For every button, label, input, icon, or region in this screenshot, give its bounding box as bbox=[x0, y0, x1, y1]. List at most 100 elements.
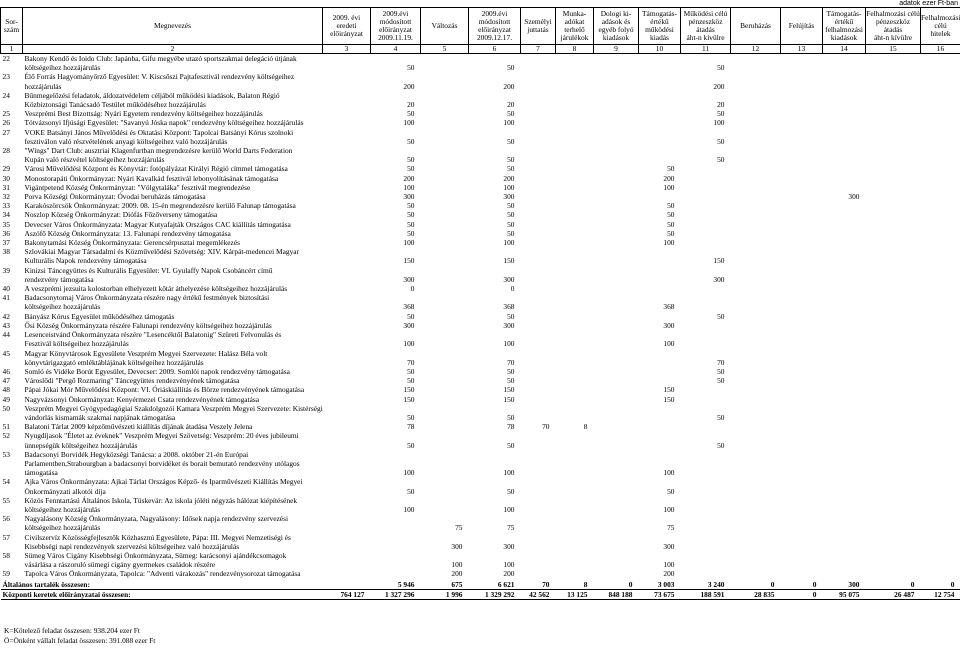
column-number-row: 1 2 3 4 5 6 7 8 9 10 11 12 13 14 15 16 bbox=[0, 44, 960, 54]
header-line: Felhalmozási bbox=[921, 12, 960, 22]
table-row: 40 A veszprémi jezsuita kolostorban elhel… bbox=[1, 284, 960, 293]
amount-cell bbox=[323, 569, 371, 578]
amount-cell: 50 bbox=[407, 63, 415, 73]
amount-cell bbox=[866, 385, 921, 394]
amount-cell: 100 bbox=[403, 339, 415, 349]
name-line: "Wings" Dart Club: ausztriai Klagenfurtb… bbox=[24, 146, 293, 156]
name-line: Porva Községi Önkormányzat: Óvodai beruh… bbox=[24, 192, 206, 202]
amount-cell bbox=[521, 210, 556, 219]
total-cell: 13 125 bbox=[555, 588, 594, 600]
amount-cell bbox=[781, 54, 823, 73]
amount-cell: 50 bbox=[717, 63, 725, 73]
amount-cell bbox=[823, 450, 866, 478]
amount-cell bbox=[639, 109, 681, 118]
name-line: Aszófő Község Önkormányzata: 13. Falunap… bbox=[24, 228, 231, 238]
amount-cell: 200 bbox=[451, 569, 463, 579]
amount-cell: 50 bbox=[407, 440, 415, 450]
column-header: Munka-adókat terhelő járulékok bbox=[555, 7, 594, 45]
row-name: Civilszervíz Közösségfejlesztők Közhaszn… bbox=[23, 533, 323, 551]
amount-cell: 50 bbox=[407, 210, 415, 220]
amount-cell bbox=[323, 210, 371, 219]
row-number: 30 bbox=[2, 173, 10, 183]
amount-cell bbox=[731, 514, 781, 532]
column-number: 4 bbox=[370, 44, 421, 54]
amount-cell bbox=[323, 174, 371, 183]
amount-cell bbox=[594, 533, 639, 551]
amount-cell bbox=[556, 312, 594, 321]
amount-cell: 100 bbox=[403, 118, 415, 128]
amount-cell: 300 bbox=[403, 274, 415, 284]
amount-cell bbox=[521, 229, 556, 238]
amount-cell bbox=[594, 192, 639, 201]
amount-cell bbox=[781, 450, 823, 478]
amount-cell bbox=[681, 183, 731, 192]
amount-cell bbox=[866, 349, 921, 367]
header-row: Sor-szám Megnevezés 2009. évi eredeti előirá… bbox=[0, 7, 960, 45]
row-number: 56 bbox=[2, 514, 10, 524]
amount-cell bbox=[866, 496, 921, 514]
amount-cell bbox=[781, 496, 823, 514]
amount-cell: 50 bbox=[507, 219, 515, 229]
column-header: Sor-szám bbox=[0, 7, 23, 45]
row-number: 45 bbox=[2, 348, 10, 358]
amount-cell: 70 bbox=[542, 422, 550, 432]
column-header: Dologi ki-adások és egyéb folyó kiadások bbox=[593, 7, 639, 45]
amount-cell bbox=[681, 192, 731, 201]
header-line: egyéb folyó bbox=[598, 25, 634, 34]
amount-cell: 50 bbox=[407, 412, 415, 422]
amount-cell bbox=[323, 422, 371, 431]
row-name: "Wings" Dart Club: ausztriai Klagenfurtb… bbox=[23, 146, 323, 164]
amount-cell bbox=[781, 330, 823, 348]
column-header: 2009. évi eredeti előirányzat bbox=[322, 7, 371, 45]
amount-cell: 50 bbox=[717, 311, 725, 321]
amount-cell bbox=[781, 238, 823, 247]
amount-cell: 50 bbox=[507, 63, 515, 73]
amount-cell bbox=[521, 118, 556, 127]
row-name: Somló és Vidéke Borút Egyesület, Devecse… bbox=[23, 367, 323, 376]
amount-cell bbox=[921, 496, 960, 514]
row-number: 44 bbox=[2, 330, 10, 340]
amount-cell bbox=[781, 284, 823, 293]
header-line: terhelő bbox=[564, 25, 585, 34]
amount-cell: 200 bbox=[713, 81, 725, 91]
name-line: Ősi Község Önkormányzata részére Falunap… bbox=[24, 320, 272, 330]
row-number: 52 bbox=[2, 431, 10, 441]
row-number: 26 bbox=[2, 118, 10, 128]
row-number: 54 bbox=[2, 477, 10, 487]
amount-cell bbox=[823, 312, 866, 321]
amount-cell bbox=[521, 146, 556, 164]
amount-cell bbox=[323, 192, 371, 201]
amount-cell bbox=[681, 330, 731, 348]
amount-cell bbox=[556, 54, 594, 73]
amount-cell: 50 bbox=[667, 210, 675, 220]
row-number: 53 bbox=[2, 449, 10, 459]
name-line: Lesencеistvánd Önkormányzata részére "Le… bbox=[24, 330, 282, 340]
column-header: Felhalmozási célú pénzeszköz átadás áht-n k… bbox=[865, 7, 921, 45]
header-line: eredeti bbox=[336, 20, 357, 30]
amount-cell bbox=[323, 477, 371, 495]
amount-cell bbox=[323, 450, 371, 478]
amount-cell bbox=[781, 404, 823, 422]
amount-cell bbox=[323, 247, 371, 265]
amount-cell bbox=[731, 422, 781, 431]
name-line: Nagyalásony Község Önkormányzata, Nagyal… bbox=[24, 514, 289, 524]
amount-cell bbox=[556, 367, 594, 376]
name-line: Városlődi "Pergő Rozmaring" Táncegyüttes… bbox=[24, 376, 240, 386]
amount-cell bbox=[556, 349, 594, 367]
column-header: 2009.évi módosított előirányzat 2009.11.19. bbox=[370, 7, 421, 45]
header-line: módosított bbox=[379, 16, 412, 26]
amount-cell bbox=[921, 312, 960, 321]
amount-cell bbox=[781, 229, 823, 238]
table-row: 43 Ősi Község Önkormányzata részére Falun… bbox=[1, 321, 960, 330]
header-line: Támogatás- bbox=[826, 8, 862, 18]
amount-cell bbox=[781, 247, 823, 265]
table-row: 36 Aszófő Község Önkormányzata: 13. Falun… bbox=[1, 229, 960, 238]
amount-cell: 50 bbox=[507, 109, 515, 119]
amount-cell: 368 bbox=[663, 302, 675, 312]
amount-cell: 20 bbox=[717, 100, 725, 110]
amount-cell bbox=[421, 349, 469, 367]
column-number: 15 bbox=[865, 44, 921, 54]
amount-cell bbox=[594, 569, 639, 578]
name-line: Sümeg Város Cigány Kisebbségi Önkormányz… bbox=[24, 550, 287, 560]
amount-cell bbox=[594, 146, 639, 164]
